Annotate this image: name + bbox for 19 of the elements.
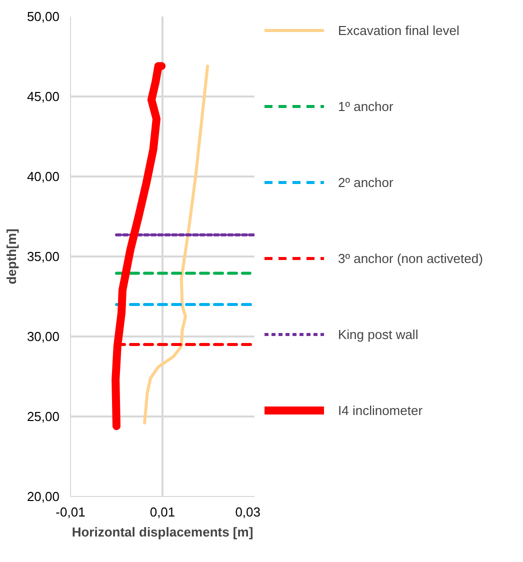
y-tick-label: 50,00 xyxy=(26,9,60,24)
y-tick-label: 30,00 xyxy=(26,329,60,344)
x-tick-label: 0,03 xyxy=(235,504,261,520)
y-tick-label: 25,00 xyxy=(26,409,60,424)
legend-label: I4 inclinometer xyxy=(338,402,423,418)
legend-label: 1º anchor xyxy=(338,98,394,114)
legend-label: 3º anchor (non activeted) xyxy=(338,250,483,266)
y-tick-label: 20,00 xyxy=(26,489,60,504)
y-tick-label: 35,00 xyxy=(26,249,60,264)
y-axis-title: depth[m] xyxy=(4,228,19,284)
legend-label: Excavation final level xyxy=(338,22,460,38)
y-tick-label: 45,00 xyxy=(26,89,60,104)
y-tick-label: 40,00 xyxy=(26,169,60,184)
x-tick-label: 0,01 xyxy=(150,504,176,520)
line-series xyxy=(143,64,210,424)
legend-label: King post wall xyxy=(338,326,418,342)
x-axis-title: Horizontal displacements [m] xyxy=(72,524,254,540)
legend-label: 2º anchor xyxy=(338,174,394,190)
x-tick-label: -0,01 xyxy=(56,504,86,520)
